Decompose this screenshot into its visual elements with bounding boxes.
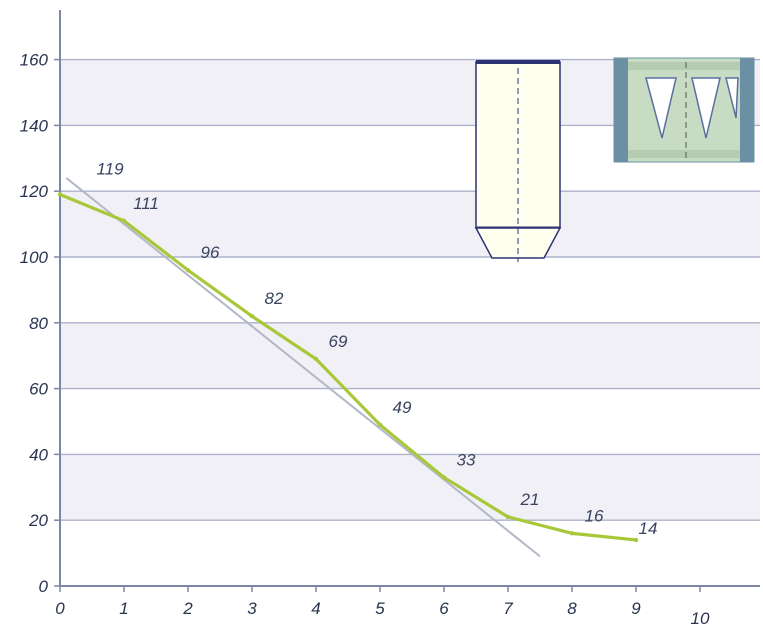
point-21 [505,514,511,520]
x-tick-label-0: 0 [55,599,65,618]
data-label-49: 49 [393,398,412,417]
data-label-21: 21 [520,490,540,509]
cylinder-illustration [474,60,562,262]
data-label-119: 119 [96,159,124,178]
inset-illustrations [474,57,755,262]
axes [54,10,760,592]
y-tick-label-20: 20 [28,511,48,530]
y-tick-label-160: 160 [20,51,49,70]
x-tick-label-10: 10 [691,609,710,628]
x-tick-label-2: 2 [182,599,193,618]
data-label-33: 33 [457,450,476,469]
x-tick-label-3: 3 [247,599,257,618]
y-tick-label-140: 140 [20,116,49,135]
x-tick-label-5: 5 [375,599,385,618]
band-100 [60,191,760,257]
data-label-96: 96 [201,243,220,262]
series-line-0 [58,192,638,542]
tick-labels: 0 20 40 60 80 100 120 140 160 0 1 2 3 4 5 6 7 8 9 10 [20,51,710,628]
data-label-69: 69 [329,332,348,351]
x-tick-label-1: 1 [119,599,128,618]
y-tick-label-100: 100 [20,248,49,267]
y-tick-label-120: 120 [20,182,49,201]
data-label-16: 16 [585,506,604,525]
y-tick-label-60: 60 [29,380,48,399]
point-33 [441,475,447,480]
point-14 [633,537,639,543]
series [57,177,639,558]
bearing-illustration [613,57,755,163]
y-tick-label-40: 40 [29,445,48,464]
band-60 [60,322,760,389]
y-tick-label-80: 80 [29,314,48,333]
x-tick-label-8: 8 [567,599,577,618]
data-label-111: 111 [133,194,159,213]
band-20 [60,454,760,521]
y-tick-label-0: 0 [39,577,49,596]
x-tick-label-6: 6 [439,599,449,618]
point-49 [377,422,383,427]
data-labels: 119 111 96 82 69 49 33 21 16 14 [96,159,657,537]
data-label-14: 14 [639,519,658,538]
x-tick-label-7: 7 [503,599,513,618]
x-tick-label-4: 4 [311,599,320,618]
data-label-82: 82 [265,289,284,308]
point-82 [249,314,255,319]
trend-line [65,177,541,558]
point-16 [569,531,575,536]
gridlines [60,58,760,521]
point-111 [121,218,127,224]
point-96 [185,267,191,273]
point-119 [57,192,63,197]
point-69 [313,356,319,362]
x-tick-label-9: 9 [631,599,641,618]
